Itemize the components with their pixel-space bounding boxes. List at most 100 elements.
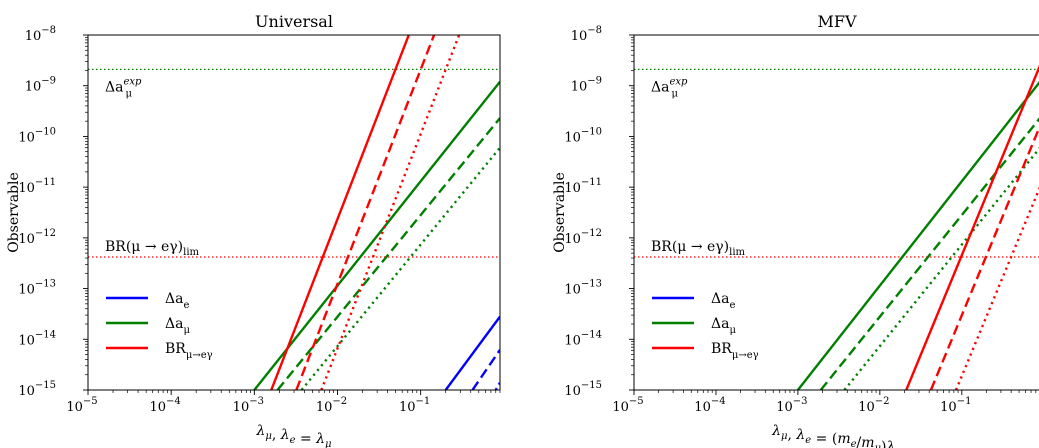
series-line <box>796 81 1039 390</box>
y-tick-label: 10−9 <box>25 76 56 95</box>
x-tick-base: 10 <box>66 400 83 415</box>
y-tick-base: 10 <box>18 232 35 247</box>
x-tick-label: 10−4 <box>150 396 181 415</box>
y-tick-base: 10 <box>571 29 588 44</box>
x-label-text: = ( <box>811 431 837 447</box>
reference-label: Δaexp μ <box>105 76 142 99</box>
series-group <box>253 35 500 390</box>
series-line <box>905 65 1039 390</box>
y-tick-label: 10−14 <box>18 329 56 348</box>
series-line <box>270 35 410 390</box>
x-label-text: / <box>857 435 862 448</box>
x-tick-base: 10 <box>316 400 333 415</box>
x-tick-exp: −1 <box>957 396 972 407</box>
x-tick-exp: −5 <box>83 396 98 407</box>
x-tick-exp: −3 <box>793 396 808 407</box>
series-line <box>954 186 1039 390</box>
series-line <box>295 35 436 390</box>
x-tick-exp: −4 <box>166 396 181 407</box>
legend-label-sub: e <box>183 300 189 311</box>
y-tick-base: 10 <box>564 333 581 348</box>
y-tick-base: 10 <box>18 181 35 196</box>
y-tick-label: 10−11 <box>18 177 56 196</box>
x-tick-label: 10−4 <box>694 396 725 415</box>
legend-label-sub: μ→eγ <box>732 350 759 361</box>
x-label-symbol: m <box>837 431 850 447</box>
x-label-sub: e <box>851 439 857 448</box>
chart-title: Universal <box>255 12 333 31</box>
y-tick-base: 10 <box>18 384 35 399</box>
legend-label-sub: μ→eγ <box>186 350 213 361</box>
x-tick-label: 10−5 <box>66 396 97 415</box>
x-label-sub: μ <box>325 439 332 448</box>
y-axis-label: Observable <box>552 172 568 253</box>
x-tick-label: 10−2 <box>858 396 889 415</box>
y-tick-label: 10−9 <box>571 76 602 95</box>
x-tick-exp: −4 <box>711 396 726 407</box>
legend-label: Δae <box>165 291 189 311</box>
x-label-text: = <box>296 431 317 447</box>
series-line <box>471 349 500 390</box>
y-tick-label: 10−12 <box>18 228 56 247</box>
reference-label-base: BR(μ → eγ) <box>105 239 183 255</box>
legend-label-base: Δa <box>165 316 183 332</box>
y-tick-base: 10 <box>564 181 581 196</box>
x-label-symbol: m <box>861 435 874 448</box>
y-tick-base: 10 <box>25 80 42 95</box>
y-tick-base: 10 <box>571 80 588 95</box>
x-label-symbol: λ <box>795 427 805 443</box>
x-tick-label: 10−1 <box>399 396 430 415</box>
x-tick-label: 10−3 <box>233 396 264 415</box>
x-tick-exp: −3 <box>249 396 264 407</box>
y-tick-exp: −8 <box>41 25 56 36</box>
y-tick-exp: −9 <box>41 76 56 87</box>
x-tick-base: 10 <box>233 400 250 415</box>
y-tick-exp: −15 <box>35 380 56 391</box>
x-tick-base: 10 <box>940 400 957 415</box>
x-label-sub: μ <box>265 431 272 442</box>
reference-label: BR(μ → eγ)lim <box>105 239 200 258</box>
y-tick-base: 10 <box>564 232 581 247</box>
y-axis-label: Observable <box>6 172 22 253</box>
y-tick-exp: −11 <box>581 177 602 188</box>
x-tick-exp: −2 <box>875 396 890 407</box>
y-tick-label: 10−10 <box>564 126 602 145</box>
series-line <box>300 146 500 390</box>
legend-label-base: Δa <box>711 316 729 332</box>
reference-label-sub: lim <box>729 247 745 258</box>
x-label-symbol: λ <box>771 423 781 439</box>
x-axis-label: λμ, λe = (me/mμ)λμ <box>771 423 902 448</box>
y-tick-exp: −14 <box>581 329 602 340</box>
x-tick-base: 10 <box>694 400 711 415</box>
reference-label-base: BR(μ → eγ) <box>651 239 729 255</box>
legend-label-base: BR <box>711 341 732 357</box>
plot-frame <box>633 34 1039 391</box>
x-label-sub: μ <box>875 443 882 448</box>
y-tick-label: 10−15 <box>564 380 602 399</box>
y-tick-base: 10 <box>564 283 581 298</box>
chart-title: MFV <box>817 12 856 31</box>
x-label-text: ) <box>881 439 886 448</box>
x-label-sub: e <box>290 435 296 446</box>
series-line <box>320 35 461 390</box>
x-label-text: , <box>788 427 797 443</box>
y-tick-label: 10−8 <box>571 25 602 44</box>
x-tick-label: 10−5 <box>612 396 643 415</box>
x-tick-base: 10 <box>612 400 629 415</box>
plot-frame <box>87 34 501 391</box>
reference-label-base: Δa <box>105 79 123 95</box>
reference-label-sup: exp <box>123 76 142 87</box>
reference-label-sub: lim <box>183 247 199 258</box>
x-tick-label: 10−3 <box>776 396 807 415</box>
x-label-symbol: λ <box>315 431 325 447</box>
x-tick-base: 10 <box>858 400 875 415</box>
y-tick-exp: −14 <box>35 329 56 340</box>
legend-label-sub: e <box>729 300 735 311</box>
x-tick-exp: −2 <box>332 396 347 407</box>
y-tick-exp: −8 <box>587 25 602 36</box>
legend-label-sub: μ <box>183 325 190 336</box>
y-tick-base: 10 <box>564 130 581 145</box>
x-tick-base: 10 <box>150 400 167 415</box>
reference-label-base: Δa <box>651 79 669 95</box>
x-tick-label: 10−1 <box>940 396 971 415</box>
